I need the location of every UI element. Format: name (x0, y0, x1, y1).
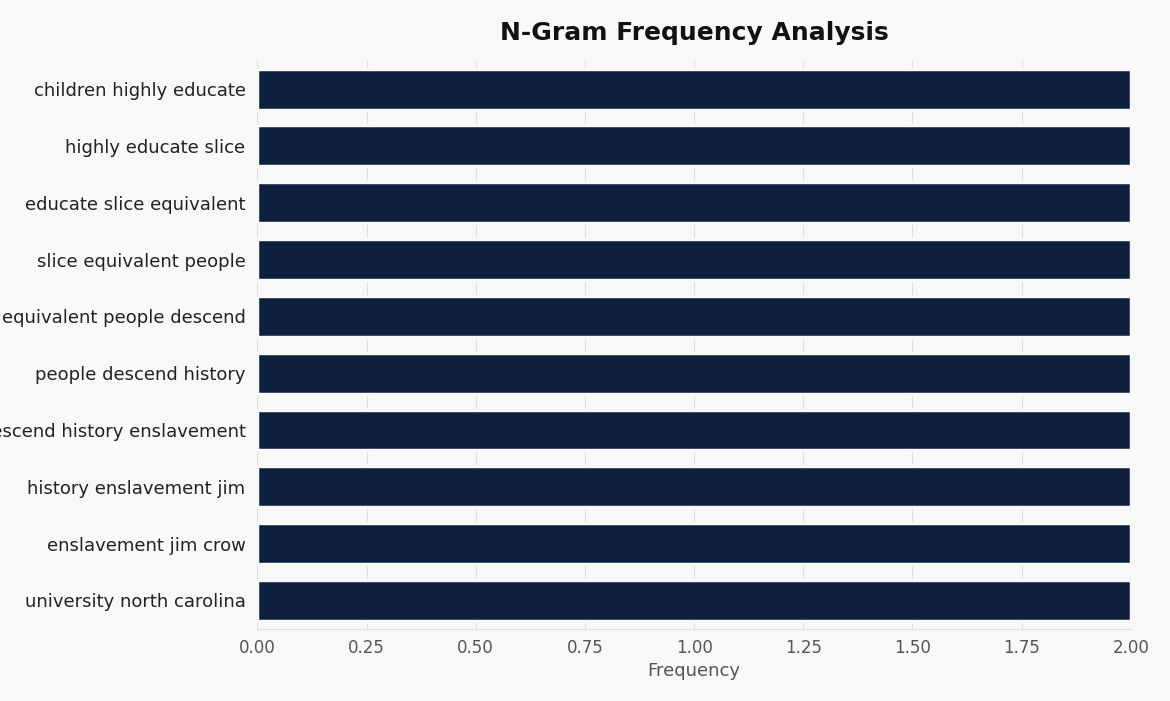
Bar (257, 466, 1130, 508)
Bar (257, 125, 1130, 166)
Bar (257, 353, 1130, 394)
Bar (257, 580, 1130, 621)
Bar (257, 296, 1130, 336)
Bar (257, 69, 1130, 109)
X-axis label: Frequency: Frequency (647, 662, 741, 680)
Bar (257, 182, 1130, 223)
Title: N-Gram Frequency Analysis: N-Gram Frequency Analysis (500, 21, 888, 45)
Bar (257, 409, 1130, 451)
Bar (257, 523, 1130, 564)
Bar (257, 239, 1130, 280)
